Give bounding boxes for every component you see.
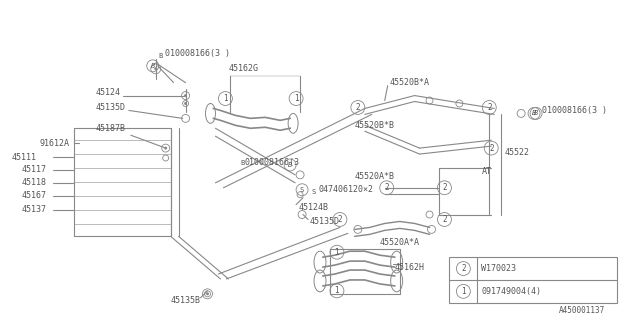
Text: 2: 2 <box>442 183 447 192</box>
Text: 2: 2 <box>338 215 342 224</box>
Text: B: B <box>534 110 538 116</box>
Text: 45135D: 45135D <box>96 103 126 112</box>
Text: 45124: 45124 <box>96 88 121 97</box>
Circle shape <box>184 94 187 97</box>
Text: 1: 1 <box>223 94 228 103</box>
Text: 2: 2 <box>385 183 389 192</box>
Text: 1: 1 <box>335 248 339 257</box>
Text: 010008166(3 ): 010008166(3 ) <box>542 106 607 115</box>
Text: AT: AT <box>483 167 492 176</box>
Text: 1: 1 <box>294 94 298 103</box>
Text: 45187B: 45187B <box>96 124 126 133</box>
Text: 010008166(3: 010008166(3 <box>244 158 300 167</box>
Text: 047406120×2: 047406120×2 <box>318 185 373 194</box>
Text: S: S <box>300 187 304 193</box>
Text: 45137: 45137 <box>21 205 46 214</box>
Circle shape <box>164 147 167 149</box>
Text: W170023: W170023 <box>481 264 516 273</box>
Text: S: S <box>312 189 316 195</box>
Text: 1: 1 <box>335 286 339 295</box>
Text: B: B <box>532 110 536 116</box>
Text: A450001137: A450001137 <box>559 306 605 315</box>
Circle shape <box>184 102 187 105</box>
Text: 45520B*B: 45520B*B <box>355 121 395 130</box>
Text: B: B <box>150 63 155 69</box>
Text: 45162G: 45162G <box>228 64 259 73</box>
Text: 010008166(3 ): 010008166(3 ) <box>164 49 230 59</box>
Text: 45118: 45118 <box>21 178 46 187</box>
Text: 2: 2 <box>487 103 492 112</box>
Text: 2: 2 <box>442 215 447 224</box>
Text: 45135D: 45135D <box>310 217 340 226</box>
Circle shape <box>154 67 157 70</box>
Text: 45520A*B: 45520A*B <box>355 172 395 181</box>
Text: 2: 2 <box>356 103 360 112</box>
Circle shape <box>206 292 209 295</box>
Text: 45162H: 45162H <box>395 263 425 272</box>
Text: 45135B: 45135B <box>171 296 201 305</box>
Text: 1: 1 <box>461 287 466 296</box>
Text: 45111: 45111 <box>12 153 36 162</box>
Text: 45520A*A: 45520A*A <box>380 238 420 247</box>
Text: 091749004(4): 091749004(4) <box>481 287 541 296</box>
Text: 45520B*A: 45520B*A <box>390 78 429 87</box>
Text: 45124B: 45124B <box>298 203 328 212</box>
Text: B: B <box>288 162 292 168</box>
Text: B: B <box>159 53 163 59</box>
Text: 2: 2 <box>461 264 466 273</box>
Text: 2: 2 <box>489 144 493 153</box>
Text: 45117: 45117 <box>21 165 46 174</box>
Text: 45522: 45522 <box>504 148 529 156</box>
Text: 45167: 45167 <box>21 191 46 200</box>
Text: B: B <box>241 160 244 166</box>
Text: 91612A: 91612A <box>39 139 69 148</box>
